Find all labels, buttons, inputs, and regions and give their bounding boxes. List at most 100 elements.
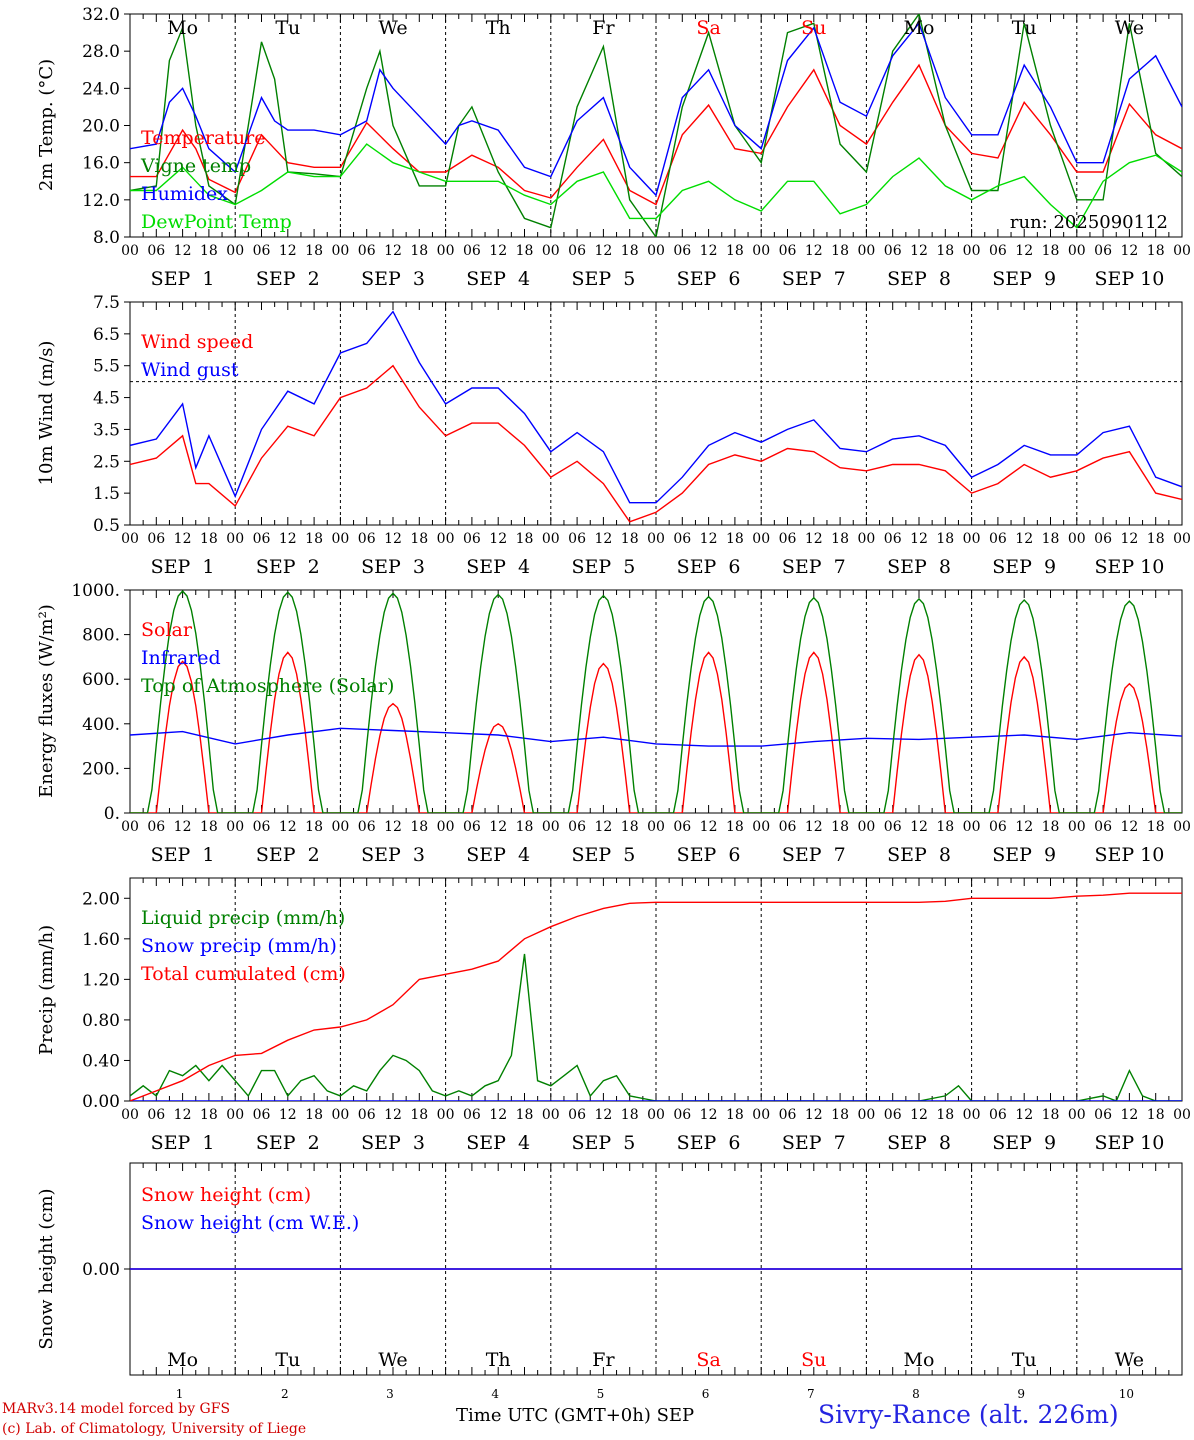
x-hour-label: 00: [331, 1107, 349, 1123]
x-date-label: SEP 5: [571, 268, 635, 290]
legend-entry: Liquid precip (mm/h): [141, 907, 345, 929]
day-label-top: Fr: [592, 17, 615, 39]
x-date-label: SEP 10: [1094, 1132, 1164, 1154]
x-hour-label: 00: [1173, 531, 1191, 547]
x-hour-label: 00: [857, 1107, 875, 1123]
day-label-bottom: Tu: [275, 1349, 300, 1371]
x-hour-label: 12: [1120, 243, 1138, 259]
x-hour-label: 12: [700, 243, 718, 259]
x-hour-label: 00: [226, 819, 244, 835]
y-tick-label: 3.5: [93, 420, 120, 440]
x-hour-label: 06: [884, 819, 902, 835]
day-number: 5: [597, 1387, 605, 1401]
legend-entry: Wind gust: [141, 359, 239, 381]
panel-4: [124, 877, 1183, 1102]
x-hour-label: 06: [358, 243, 376, 259]
x-hour-label: 12: [279, 819, 297, 835]
legend-entry: Snow height (cm W.E.): [141, 1212, 359, 1234]
x-date-label: SEP 10: [1094, 844, 1164, 866]
x-hour-label: 18: [516, 819, 534, 835]
x-hour-label: 00: [647, 1107, 665, 1123]
x-hour-label: 06: [147, 243, 165, 259]
x-hour-label: 12: [805, 819, 823, 835]
x-hour-label: 12: [174, 819, 192, 835]
x-hour-label: 06: [989, 819, 1007, 835]
y-tick-label: 600.: [82, 670, 120, 690]
x-hour-label: 06: [673, 531, 691, 547]
x-hour-label: 12: [700, 819, 718, 835]
x-hour-label: 18: [831, 1107, 849, 1123]
x-hour-label: 18: [410, 819, 428, 835]
y-tick-label: 1000.: [71, 581, 120, 601]
x-hour-label: 12: [805, 531, 823, 547]
x-hour-label: 00: [1173, 1107, 1191, 1123]
day-number: 8: [912, 1387, 920, 1401]
day-label-bottom: Mo: [167, 1349, 198, 1371]
x-hour-label: 06: [568, 531, 586, 547]
x-date-label: SEP 9: [992, 1132, 1056, 1154]
panel-1: [124, 13, 1183, 238]
x-hour-label: 06: [989, 1107, 1007, 1123]
run-label: run: 2025090112: [1010, 212, 1168, 233]
x-hour-label: 06: [989, 243, 1007, 259]
x-hour-label: 18: [936, 531, 954, 547]
x-hour-label: 18: [1147, 531, 1165, 547]
day-label-bottom: Sa: [696, 1349, 720, 1371]
x-hour-label: 18: [516, 1107, 534, 1123]
day-number: 1: [176, 1387, 184, 1401]
x-date-label: SEP 5: [571, 1132, 635, 1154]
x-hour-label: 18: [305, 531, 323, 547]
day-label-bottom: Tu: [1012, 1349, 1037, 1371]
x-hour-label: 06: [358, 531, 376, 547]
y-tick-label: 0.: [104, 804, 120, 824]
series-line-wind-speed: [130, 364, 1182, 523]
y-tick-label: 24.0: [82, 79, 120, 99]
x-hour-label: 06: [779, 819, 797, 835]
y-tick-label: 2.00: [82, 889, 120, 909]
day-label-top: Sa: [696, 17, 720, 39]
x-hour-label: 00: [331, 243, 349, 259]
x-hour-label: 06: [779, 531, 797, 547]
x-hour-label: 12: [279, 1107, 297, 1123]
x-hour-label: 06: [253, 1107, 271, 1123]
day-label-top: Su: [801, 17, 826, 39]
y-tick-label: 400.: [82, 715, 120, 735]
x-hour-label: 00: [963, 1107, 981, 1123]
series-line-wind-gust: [130, 310, 1182, 504]
x-hour-label: 18: [200, 819, 218, 835]
x-hour-label: 06: [673, 243, 691, 259]
day-label-top: Mo: [167, 17, 198, 39]
x-hour-label: 12: [384, 243, 402, 259]
x-hour-label: 12: [1120, 531, 1138, 547]
legend-entry: Solar: [141, 619, 193, 641]
x-hour-label: 18: [831, 531, 849, 547]
x-hour-label: 18: [936, 1107, 954, 1123]
x-hour-label: 18: [726, 819, 744, 835]
x-hour-label: 00: [121, 819, 139, 835]
x-date-label: SEP 1: [151, 844, 215, 866]
x-date-label: SEP 3: [361, 1132, 425, 1154]
x-hour-label: 18: [1042, 819, 1060, 835]
x-hour-label: 00: [857, 531, 875, 547]
day-label-bottom: Th: [486, 1349, 511, 1371]
x-hour-label: 00: [963, 819, 981, 835]
x-hour-label: 12: [910, 819, 928, 835]
x-hour-label: 00: [1068, 243, 1086, 259]
x-date-label: SEP 8: [887, 844, 951, 866]
x-hour-label: 12: [384, 1107, 402, 1123]
x-date-label: SEP 9: [992, 844, 1056, 866]
x-hour-label: 18: [726, 531, 744, 547]
x-hour-label: 06: [1094, 531, 1112, 547]
x-hour-label: 06: [358, 819, 376, 835]
x-hour-label: 12: [700, 531, 718, 547]
y-tick-label: 20.0: [82, 117, 120, 137]
y-tick-label: 32.0: [82, 5, 120, 25]
x-date-label: SEP 2: [256, 268, 320, 290]
day-label-bottom: We: [1115, 1349, 1144, 1371]
x-date-label: SEP 4: [466, 1132, 530, 1154]
x-hour-label: 00: [752, 531, 770, 547]
x-hour-label: 06: [1094, 243, 1112, 259]
x-hour-label: 12: [489, 531, 507, 547]
x-hour-label: 12: [1015, 531, 1033, 547]
y-tick-label: 0.00: [82, 1092, 120, 1112]
